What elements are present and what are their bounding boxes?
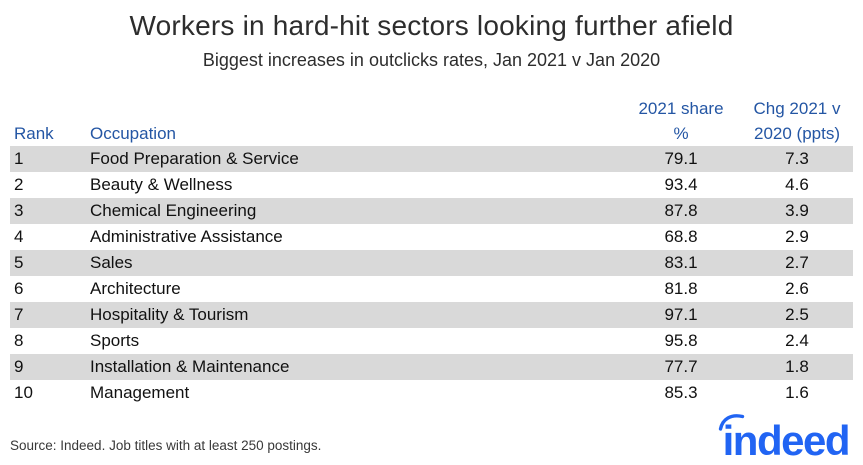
rank-cell: 6 xyxy=(14,279,24,298)
indeed-wordmark: indeed xyxy=(722,417,851,464)
table-row: 6 Architecture 81.8 2.6 xyxy=(10,276,853,302)
chart-title: Workers in hard-hit sectors looking furt… xyxy=(129,10,734,41)
table-row: 8 Sports 95.8 2.4 xyxy=(10,328,853,354)
occupation-cell: Installation & Maintenance xyxy=(90,357,290,376)
column-header-share-line1: 2021 share xyxy=(638,99,724,118)
footer: Source: Indeed. Job titles with at least… xyxy=(10,411,853,464)
rank-cell: 8 xyxy=(14,331,24,350)
share-cell: 83.1 xyxy=(664,253,698,272)
table-header-row: Rank Occupation 2021 share % Chg 2021 v … xyxy=(10,96,853,146)
column-header-occupation: Occupation xyxy=(90,124,176,143)
column-header-change-line2: 2020 (ppts) xyxy=(754,124,840,143)
occupation-cell: Administrative Assistance xyxy=(90,227,283,246)
table-row: 4 Administrative Assistance 68.8 2.9 xyxy=(10,224,853,250)
change-cell: 2.4 xyxy=(785,331,809,350)
rank-cell: 4 xyxy=(14,227,24,246)
share-cell: 95.8 xyxy=(664,331,698,350)
occupation-cell: Food Preparation & Service xyxy=(90,149,299,168)
rank-cell: 7 xyxy=(14,305,24,324)
share-cell: 79.1 xyxy=(664,149,698,168)
occupation-cell: Hospitality & Tourism xyxy=(90,305,249,324)
share-cell: 87.8 xyxy=(664,201,698,220)
rank-cell: 1 xyxy=(14,149,24,168)
share-cell: 77.7 xyxy=(664,357,698,376)
rank-cell: 9 xyxy=(14,357,24,376)
occupations-table: Rank Occupation 2021 share % Chg 2021 v … xyxy=(10,96,853,406)
column-header-change-line1: Chg 2021 v xyxy=(753,99,841,118)
rank-cell: 5 xyxy=(14,253,24,272)
change-cell: 2.9 xyxy=(785,227,809,246)
table-row: 9 Installation & Maintenance 77.7 1.8 xyxy=(10,354,853,380)
rank-cell: 2 xyxy=(14,175,24,194)
change-cell: 2.5 xyxy=(785,305,809,324)
table-row: 3 Chemical Engineering 87.8 3.9 xyxy=(10,198,853,224)
table-row: 1 Food Preparation & Service 79.1 7.3 xyxy=(10,146,853,172)
column-header-share-line2: % xyxy=(673,124,689,143)
share-cell: 81.8 xyxy=(664,279,698,298)
chart-subtitle: Biggest increases in outclicks rates, Ja… xyxy=(202,50,661,70)
rank-cell: 3 xyxy=(14,201,24,220)
change-cell: 7.3 xyxy=(785,149,809,168)
occupation-cell: Beauty & Wellness xyxy=(90,175,233,194)
occupation-cell: Sports xyxy=(90,331,140,350)
change-cell: 4.6 xyxy=(785,175,809,194)
table-row: 5 Sales 83.1 2.7 xyxy=(10,250,853,276)
change-cell: 1.8 xyxy=(785,357,809,376)
share-cell: 68.8 xyxy=(664,227,698,246)
occupation-cell: Chemical Engineering xyxy=(90,201,257,220)
table-row: 7 Hospitality & Tourism 97.1 2.5 xyxy=(10,302,853,328)
change-cell: 1.6 xyxy=(785,383,809,402)
table-row: 10 Management 85.3 1.6 xyxy=(10,380,853,406)
change-cell: 3.9 xyxy=(785,201,809,220)
column-header-share: 2021 share % xyxy=(621,96,741,146)
share-cell: 85.3 xyxy=(664,383,698,402)
share-cell: 97.1 xyxy=(664,305,698,324)
share-cell: 93.4 xyxy=(664,175,698,194)
change-cell: 2.7 xyxy=(785,253,809,272)
table-row: 2 Beauty & Wellness 93.4 4.6 xyxy=(10,172,853,198)
change-cell: 2.6 xyxy=(785,279,809,298)
indeed-logo: indeed xyxy=(718,411,853,464)
source-note: Source: Indeed. Job titles with at least… xyxy=(10,438,322,453)
column-header-rank: Rank xyxy=(14,124,54,143)
occupation-cell: Management xyxy=(90,383,190,402)
rank-cell: 10 xyxy=(14,383,33,402)
column-header-change: Chg 2021 v 2020 (ppts) xyxy=(741,96,853,146)
occupation-cell: Sales xyxy=(90,253,133,272)
indeed-swoosh-icon xyxy=(718,414,744,431)
occupation-cell: Architecture xyxy=(90,279,181,298)
